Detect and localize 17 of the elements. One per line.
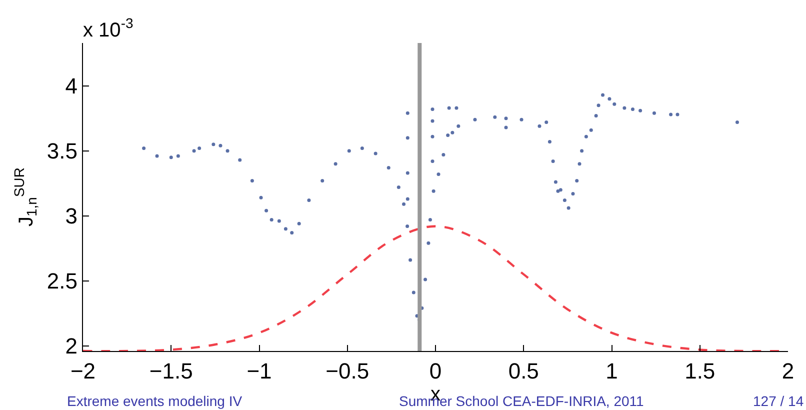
y-tick-label: 3.5 [46,138,78,164]
y-tick-label: 2 [65,334,78,358]
x-tick-label: 1 [606,358,618,384]
text: 127 / 14 [753,393,804,409]
x-tick-label: −2 [70,358,96,384]
y-tick-label: 4 [65,74,78,99]
y-tick-label: 3 [65,204,78,229]
y-tick-label: 2.5 [46,268,78,294]
x-tick-label: 1.5 [684,358,716,384]
text: Extreme events modeling IV [67,393,243,409]
x-tick-label: −0.5 [326,358,370,384]
text: x 10$^{-3}$ [83,15,134,42]
x-tick-label: 0.5 [508,358,539,384]
x-tick-label: −1.5 [149,358,193,384]
x-tick-label: 0 [429,358,442,384]
x-tick-label: −1 [246,358,272,384]
x-tick-label: 2 [782,358,794,384]
